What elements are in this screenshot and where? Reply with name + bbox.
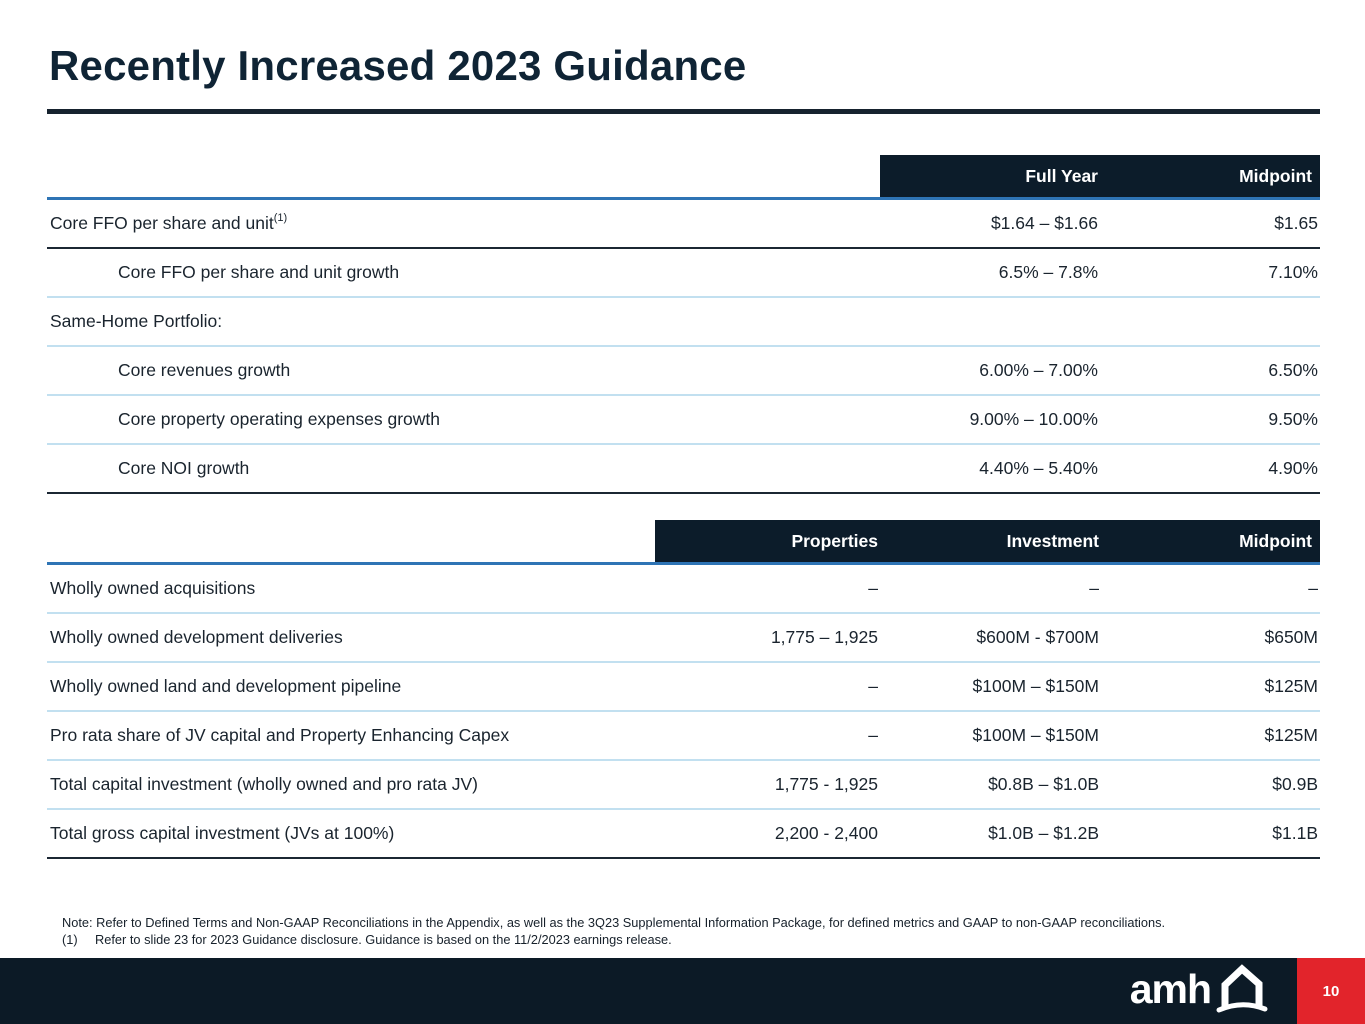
cell-midpoint: 9.50% xyxy=(1268,409,1318,429)
cell-full-year: 4.40% – 5.40% xyxy=(979,458,1098,478)
header-midpoint: Midpoint xyxy=(1099,520,1320,562)
table-row: Core FFO per share and unit growth 6.5% –… xyxy=(47,249,1320,298)
cell-midpoint: $650M xyxy=(1264,627,1318,647)
table-row: Total capital investment (wholly owned a… xyxy=(47,761,1320,810)
row-label: Wholly owned development deliveries xyxy=(50,627,343,647)
cell-properties: – xyxy=(868,725,878,745)
row-label: Total capital investment (wholly owned a… xyxy=(50,774,478,794)
cell-properties: 2,200 - 2,400 xyxy=(774,823,878,843)
cell-midpoint: $1.65 xyxy=(1274,213,1318,233)
footnote-line: (1) Refer to slide 23 for 2023 Guidance … xyxy=(62,932,1312,948)
footnote-marker: (1) xyxy=(62,932,78,948)
cell-investment: $0.8B – $1.0B xyxy=(988,774,1099,794)
investment-table-header: Properties Investment Midpoint xyxy=(47,520,1320,565)
header-investment: Investment xyxy=(878,520,1099,562)
row-label: Wholly owned land and development pipeli… xyxy=(50,676,402,696)
cell-full-year: 6.00% – 7.00% xyxy=(979,360,1098,380)
table-row: Wholly owned acquisitions – – – xyxy=(47,565,1320,614)
table-row: Core property operating expenses growth 9… xyxy=(47,396,1320,445)
cell-midpoint: $125M xyxy=(1264,676,1318,696)
row-label: Core FFO per share and unit (1) xyxy=(50,211,288,233)
cell-investment: $100M – $150M xyxy=(972,725,1099,745)
cell-midpoint: 6.50% xyxy=(1268,360,1318,380)
table-row: Same-Home Portfolio: xyxy=(47,298,1320,347)
row-label: Core FFO per share and unit growth xyxy=(118,262,400,282)
cell-full-year: 6.5% – 7.8% xyxy=(998,262,1098,282)
guidance-table: Full Year Midpoint Core FFO per share an… xyxy=(47,155,1320,494)
footer-bar: amh 10 xyxy=(0,958,1365,1024)
table-row: Wholly owned development deliveries 1,775… xyxy=(47,614,1320,663)
cell-investment: $100M – $150M xyxy=(972,676,1099,696)
note-line: Note: Refer to Defined Terms and Non-GAA… xyxy=(62,915,1166,930)
notes: Note: Refer to Defined Terms and Non-GAA… xyxy=(62,915,1312,949)
table-row: Core NOI growth 4.40% – 5.40% 4.90% xyxy=(47,445,1320,494)
table-row: Pro rata share of JV capital and Propert… xyxy=(47,712,1320,761)
cell-investment: $1.0B – $1.2B xyxy=(988,823,1099,843)
amh-logo-text: amh xyxy=(1129,965,1212,1012)
house-icon xyxy=(1215,961,1269,1022)
investment-table: Properties Investment Midpoint Wholly ow… xyxy=(47,520,1320,859)
cell-investment: – xyxy=(1089,578,1099,598)
table-row: Wholly owned land and development pipeli… xyxy=(47,663,1320,712)
row-label: Core NOI growth xyxy=(118,458,250,478)
header-spacer xyxy=(47,520,655,562)
row-label: Wholly owned acquisitions xyxy=(50,578,256,598)
cell-properties: 1,775 – 1,925 xyxy=(770,627,878,647)
table-row: Core revenues growth 6.00% – 7.00% 6.50% xyxy=(47,347,1320,396)
cell-properties: – xyxy=(868,676,878,696)
header-full-year: Full Year xyxy=(880,155,1098,197)
page-title: Recently Increased 2023 Guidance xyxy=(49,42,747,89)
table-row: Core FFO per share and unit (1) $1.64 – $1… xyxy=(47,200,1320,249)
cell-midpoint: 7.10% xyxy=(1268,262,1318,282)
row-label: Total gross capital investment (JVs at 1… xyxy=(50,823,395,843)
title-divider xyxy=(47,109,1320,114)
cell-midpoint: – xyxy=(1308,578,1318,598)
row-label: Core revenues growth xyxy=(118,360,291,380)
row-label: Core property operating expenses growth xyxy=(118,409,440,429)
footnote-text: Refer to slide 23 for 2023 Guidance disc… xyxy=(95,932,672,948)
cell-full-year: $1.64 – $1.66 xyxy=(990,213,1098,233)
cell-midpoint xyxy=(1098,298,1320,345)
header-spacer xyxy=(47,155,880,197)
row-label: Same-Home Portfolio: xyxy=(50,311,223,331)
row-label: Pro rata share of JV capital and Propert… xyxy=(50,725,510,745)
cell-midpoint: $1.1B xyxy=(1272,823,1318,843)
table-row: Total gross capital investment (JVs at 1… xyxy=(47,810,1320,859)
cell-full-year xyxy=(880,298,1098,345)
cell-investment: $600M - $700M xyxy=(976,627,1099,647)
guidance-table-header: Full Year Midpoint xyxy=(47,155,1320,200)
cell-midpoint: 4.90% xyxy=(1268,458,1318,478)
cell-midpoint: $0.9B xyxy=(1272,774,1318,794)
cell-properties: – xyxy=(868,578,878,598)
header-properties: Properties xyxy=(655,520,878,562)
page-number-badge: 10 xyxy=(1297,958,1365,1024)
cell-midpoint: $125M xyxy=(1264,725,1318,745)
header-midpoint: Midpoint xyxy=(1098,155,1320,197)
cell-properties: 1,775 - 1,925 xyxy=(774,774,878,794)
cell-full-year: 9.00% – 10.00% xyxy=(969,409,1098,429)
amh-logo: amh xyxy=(1130,958,1269,1024)
